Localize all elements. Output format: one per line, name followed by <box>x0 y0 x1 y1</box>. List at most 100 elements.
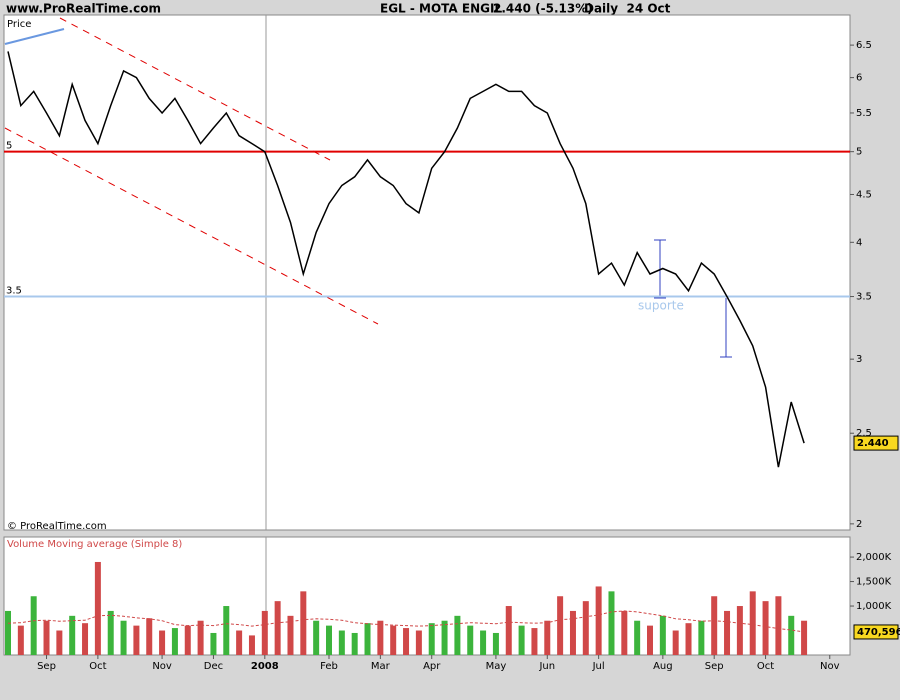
y-tick-label: 2 <box>856 519 862 530</box>
volume-bar <box>403 628 410 655</box>
volume-bar <box>505 606 512 655</box>
x-tick-label: Jul <box>592 661 605 672</box>
volume-bar <box>197 620 204 655</box>
volume-bar <box>749 591 756 655</box>
volume-bar <box>133 625 140 655</box>
chart-title: EGL - MOTA ENGIL <box>380 2 502 16</box>
y-tick-label: 4.5 <box>856 189 872 200</box>
volume-bar <box>775 596 782 655</box>
reference-label: 3.5 <box>6 286 22 297</box>
volume-bar <box>377 620 384 655</box>
volume-bar <box>261 610 268 655</box>
volume-bar <box>698 620 705 655</box>
volume-bar <box>428 623 435 655</box>
last-value-box <box>853 624 899 640</box>
x-tick-label: Sep <box>37 661 56 672</box>
site: www.ProRealTime.com <box>6 2 161 16</box>
reference-label: 5 <box>6 141 12 152</box>
volume-bar <box>480 630 487 655</box>
y2-tick-label: 1,500K <box>856 577 892 588</box>
y-tick-label: 6 <box>856 73 862 84</box>
x-tick-label: Nov <box>820 661 840 672</box>
volume-bar <box>454 615 461 655</box>
volume-bar <box>711 596 718 655</box>
volume-bar <box>326 625 332 655</box>
volume-bar <box>441 620 448 655</box>
y-tick-label: 6.5 <box>856 40 872 51</box>
volume-bar <box>30 596 37 655</box>
volume-bar <box>184 625 191 655</box>
trend-line <box>4 28 65 45</box>
y-label: Price <box>7 19 31 30</box>
last-value-box <box>853 435 899 451</box>
volume-panel <box>3 536 851 656</box>
volume-bar <box>544 620 551 655</box>
volume-bar <box>685 623 692 655</box>
y2-label: Volume Moving average (Simple 8) <box>7 539 182 550</box>
x-tick-label: Nov <box>152 661 172 672</box>
volume-bar <box>210 632 217 655</box>
volume-bar <box>788 615 795 655</box>
volume-bar <box>5 610 11 655</box>
price-panel <box>3 14 851 531</box>
trend-channel <box>4 127 379 325</box>
volume-bar <box>146 618 153 655</box>
x-tick-label: Apr <box>423 661 441 672</box>
volume-bar <box>364 623 371 655</box>
volume-bar <box>287 615 294 655</box>
volume-bar <box>467 625 474 655</box>
volume-bar <box>43 620 50 655</box>
header-bar <box>0 0 900 18</box>
y-tick-label: 3.5 <box>856 292 872 303</box>
volume-bar <box>107 610 114 655</box>
volume-bar <box>672 630 679 655</box>
x-tick-label: Feb <box>320 661 338 672</box>
x-tick-label: Sep <box>705 661 724 672</box>
volume-bar <box>274 601 281 655</box>
volume-bar <box>390 625 397 655</box>
volume-bar <box>313 620 320 655</box>
y-tick-label: 5 <box>856 147 862 158</box>
x-tick-label: Dec <box>204 661 223 672</box>
volume-bar <box>338 630 345 655</box>
last-value-label: 470,596 <box>857 627 900 638</box>
volume-bar <box>82 623 89 655</box>
y-tick-label: 4 <box>856 237 862 248</box>
y-tick-label: 2.5 <box>856 428 872 439</box>
volume-bar <box>659 615 666 655</box>
volume-bar <box>518 625 525 655</box>
volume-bar <box>492 632 499 655</box>
annotation: suporte <box>638 299 684 313</box>
last-value-label: 2.440 <box>857 438 889 449</box>
volume-bar <box>582 601 589 655</box>
volume-bar <box>94 561 101 655</box>
volume-bar <box>351 632 358 655</box>
volume-bar <box>569 610 576 655</box>
volume-bar <box>557 596 564 655</box>
volume-bar <box>300 591 307 655</box>
volume-bar <box>415 630 422 655</box>
volume-bar <box>17 625 24 655</box>
volume-bar <box>223 606 230 655</box>
volume-bar <box>236 630 243 655</box>
volume-bar <box>608 591 615 655</box>
volume-bar <box>647 625 653 655</box>
x-tick-label: Oct <box>757 661 774 672</box>
x-tick-label: 2008 <box>251 661 279 672</box>
volume-bar <box>801 620 808 655</box>
volume-bar <box>120 620 127 655</box>
volume-bar <box>56 630 63 655</box>
volume-bar <box>762 601 769 655</box>
volume-bar <box>69 615 76 655</box>
copyright: © ProRealTime.com <box>7 521 107 532</box>
volume-bar <box>531 628 538 655</box>
y-tick-label: 3 <box>856 354 862 365</box>
x-tick-label: Aug <box>653 661 673 672</box>
x-tick-label: May <box>486 661 507 672</box>
x-tick-label: Jun <box>538 661 555 672</box>
y2-tick-label: 2,000K <box>856 552 892 563</box>
volume-bar <box>595 586 602 655</box>
volume-bar <box>736 606 743 655</box>
